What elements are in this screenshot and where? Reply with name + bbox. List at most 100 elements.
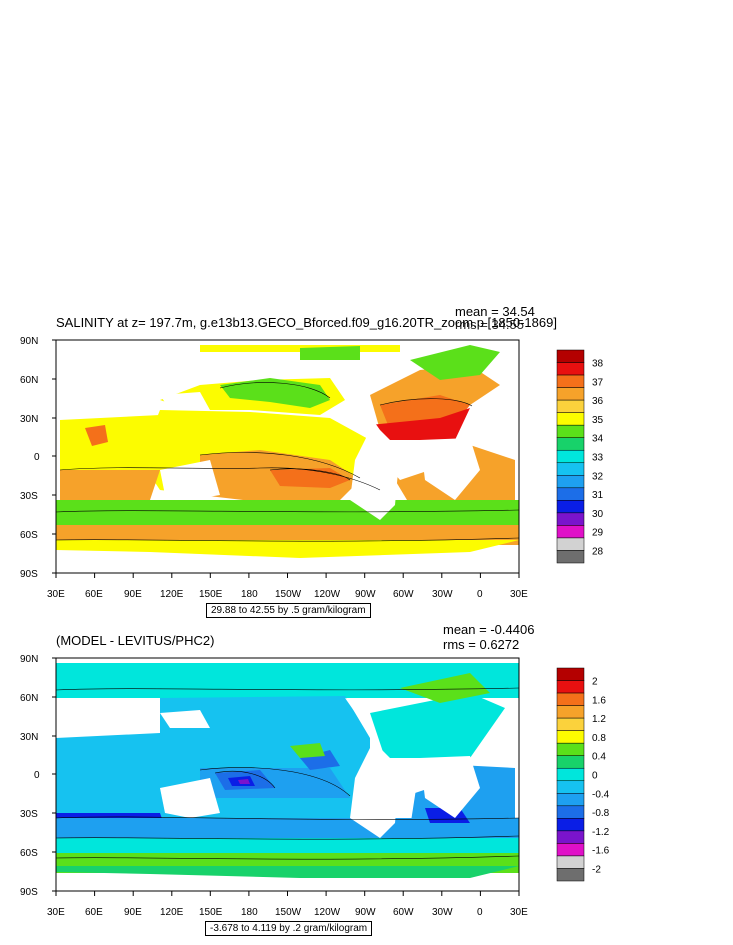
colorbar-label: 36 — [592, 396, 604, 407]
colorbar-label: 34 — [592, 434, 604, 445]
lat-label: 90S — [20, 569, 38, 580]
colorbar-swatch — [556, 680, 585, 694]
mean-stat: mean = -0.4406 — [443, 622, 535, 637]
range-info-box: 29.88 to 42.55 by .5 gram/kilogram — [206, 603, 371, 618]
colorbar-swatch — [556, 705, 585, 719]
colorbar-swatch — [556, 830, 585, 844]
lon-label: 60E — [85, 907, 103, 918]
lat-axis: 90N 60N 30N 0 30S 60S 90S — [20, 336, 56, 580]
lon-label: 30E — [510, 907, 528, 918]
lon-label: 90W — [355, 589, 376, 600]
lat-label: 0 — [34, 452, 40, 463]
colorbar-label: -0.4 — [592, 789, 610, 800]
colorbar: 2 1.6 1.2 0.8 0.4 0 -0.4 -0.8 -1.2 -1.6 -2 — [556, 667, 610, 882]
ocean-field — [56, 658, 519, 878]
lat-label: 90N — [20, 654, 38, 665]
ocean-field — [56, 340, 519, 558]
contour-lines — [55, 382, 520, 542]
colorbar-label: -1.6 — [592, 846, 610, 857]
colorbar-label: -2 — [592, 864, 601, 875]
colorbar-label: 0.8 — [592, 733, 606, 744]
lon-label: 60W — [393, 907, 414, 918]
lon-label: 150W — [275, 589, 302, 600]
lon-axis: 30E 60E 90E 120E 150E 180 150W 120W 90W … — [47, 891, 528, 918]
range-info-box: -3.678 to 4.119 by .2 gram/kilogram — [205, 921, 373, 936]
lat-axis: 90N 60N 30N 0 30S 60S 90S — [20, 654, 56, 898]
panel-title: SALINITY at z= 197.7m, g.e13b13.GECO_Bfo… — [56, 315, 557, 330]
colorbar-swatch — [556, 755, 585, 769]
salinity-panel: mean = 34.54 SALINITY at z= 197.7m, g.e1… — [20, 304, 604, 618]
lon-label: 120E — [160, 907, 184, 918]
lon-label: 180 — [241, 907, 258, 918]
lon-label: 90E — [124, 589, 142, 600]
colorbar-label: 0 — [592, 771, 598, 782]
colorbar-label: 33 — [592, 453, 604, 464]
colorbar-label: 0.4 — [592, 752, 606, 763]
lon-label: 30W — [432, 589, 453, 600]
lon-axis: 30E 60E 90E 120E 150E 180 150W 120W 90W … — [47, 573, 528, 600]
colorbar-label: 1.6 — [592, 695, 606, 706]
colorbar-swatch — [556, 780, 585, 794]
lat-label: 30S — [20, 809, 38, 820]
lon-label: 150W — [275, 907, 302, 918]
colorbar-label: 31 — [592, 490, 604, 501]
lon-label: 120W — [314, 589, 341, 600]
colorbar-swatch — [556, 692, 585, 706]
colorbar-label: 30 — [592, 509, 604, 520]
contour-lines — [55, 687, 520, 860]
lat-label: 90N — [20, 336, 38, 347]
lat-label: 30N — [20, 414, 38, 425]
mean-stat: mean = 34.54 — [455, 304, 535, 319]
colorbar-swatch — [556, 805, 585, 819]
colorbar-label: 35 — [592, 415, 604, 426]
lon-label: 30W — [432, 907, 453, 918]
colorbar-label: 38 — [592, 359, 604, 370]
colorbar-swatch — [556, 818, 585, 832]
lon-label: 120W — [314, 907, 341, 918]
colorbar-swatch — [556, 742, 585, 756]
lon-label: 120E — [160, 589, 184, 600]
lon-label: 0 — [477, 907, 483, 918]
colorbar-swatch — [556, 855, 585, 869]
lat-label: 60S — [20, 848, 38, 859]
colorbar-swatch — [556, 767, 585, 782]
lat-label: 60N — [20, 693, 38, 704]
colorbar-label: 37 — [592, 377, 604, 388]
colorbar-label: 28 — [592, 546, 604, 557]
salinity-map: 90N 60N 30N 0 30S 60S 90S — [20, 336, 604, 600]
colorbar-swatch — [556, 843, 585, 857]
lon-label: 0 — [477, 589, 483, 600]
colorbar-swatch — [556, 717, 585, 731]
colorbar-label: 1.2 — [592, 714, 606, 725]
lon-label: 150E — [199, 907, 223, 918]
lon-label: 30E — [510, 589, 528, 600]
lon-label: 30E — [47, 589, 65, 600]
lon-label: 180 — [241, 589, 258, 600]
colorbar-swatch — [556, 667, 585, 681]
rms-stat: rms = 0.6272 — [443, 637, 520, 652]
colorbar-swatch — [556, 730, 585, 744]
colorbar-label: 32 — [592, 471, 604, 482]
colorbar-swatch — [556, 868, 585, 882]
colorbar-label: -1.2 — [592, 827, 610, 838]
lat-label: 90S — [20, 887, 38, 898]
lon-label: 30E — [47, 907, 65, 918]
rms-stat: rms = 34.55 — [455, 317, 525, 332]
lat-label: 0 — [34, 770, 40, 781]
colorbar-swatch — [556, 550, 585, 564]
lat-label: 60N — [20, 375, 38, 386]
lon-label: 60W — [393, 589, 414, 600]
colorbar: 38 37 36 35 34 33 32 31 30 29 28 — [556, 349, 604, 564]
lon-label: 90W — [355, 907, 376, 918]
colorbar-label: -0.8 — [592, 808, 610, 819]
lat-label: 30S — [20, 491, 38, 502]
panel-title: (MODEL - LEVITUS/PHC2) — [56, 633, 215, 648]
lon-label: 150E — [199, 589, 223, 600]
lat-label: 60S — [20, 530, 38, 541]
colorbar-swatch — [556, 793, 585, 807]
colorbar-label: 29 — [592, 528, 604, 539]
lon-label: 90E — [124, 907, 142, 918]
colorbar-label: 2 — [592, 677, 598, 688]
